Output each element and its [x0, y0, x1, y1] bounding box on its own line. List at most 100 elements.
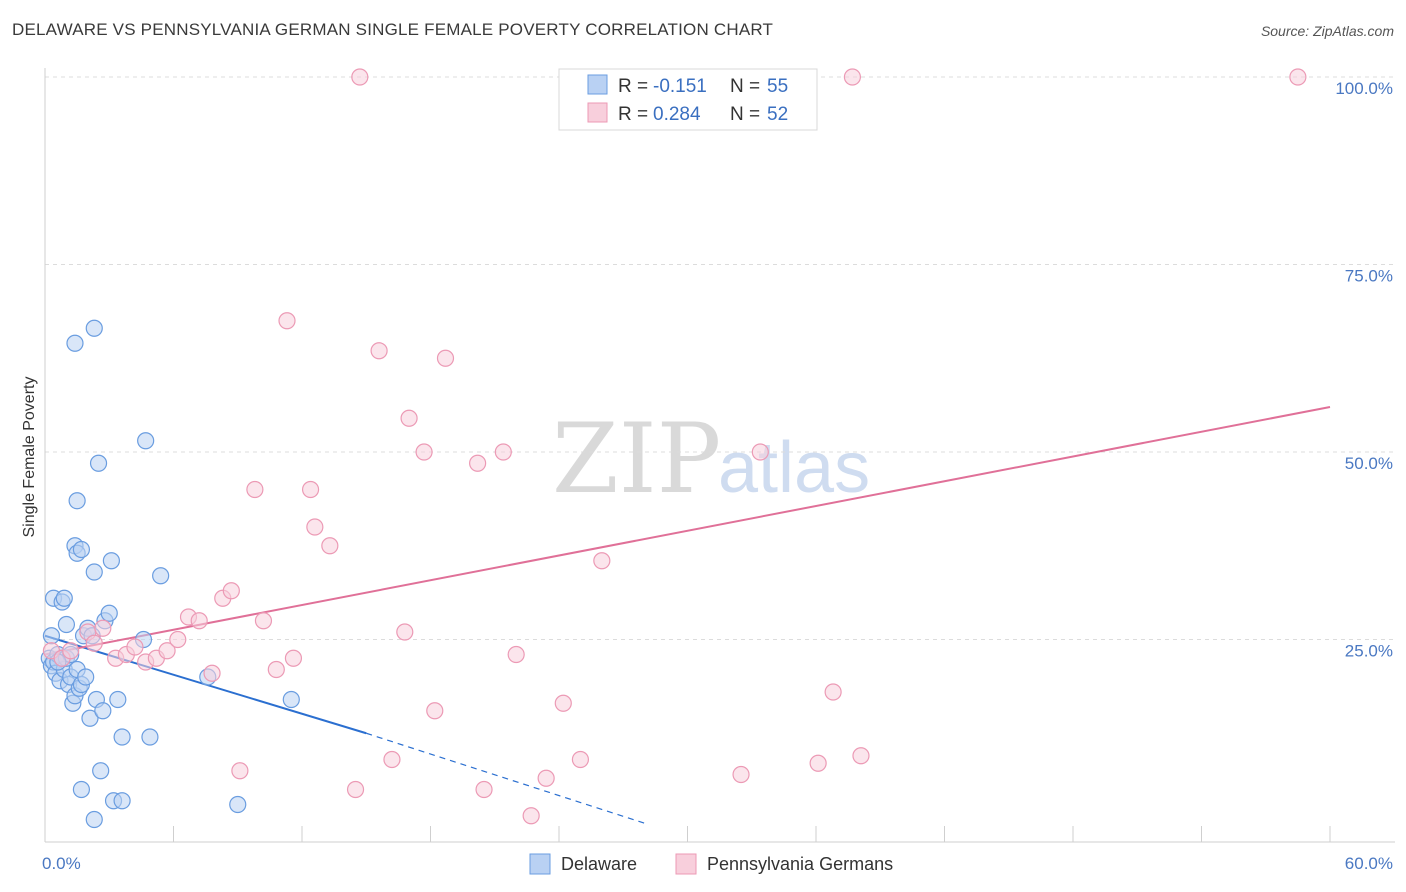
pa-german-point	[415, 443, 433, 461]
legend-r-label: R =	[618, 76, 648, 97]
legend-r-value: -0.151	[653, 76, 707, 97]
delaware-point	[282, 690, 300, 709]
delaware-point	[85, 810, 103, 829]
legend-n-value: 52	[767, 104, 788, 125]
delaware-trend-extension	[366, 732, 645, 824]
legend-swatch	[587, 102, 608, 123]
y-tick-label: 25.0%	[1345, 642, 1393, 661]
pa-german-point	[85, 634, 103, 652]
pa-german-point	[554, 694, 572, 712]
pa-german-point	[1289, 68, 1307, 86]
source-label: Source: ZipAtlas.com	[1260, 23, 1394, 39]
pa-german-point	[301, 480, 320, 499]
bottom-legend-label: Pennsylvania Germans	[707, 854, 893, 874]
pa-german-point	[158, 642, 176, 660]
pa-german-point	[436, 349, 455, 367]
delaware-point	[42, 627, 61, 645]
top-legend: R = -0.151 N = 55 R = 0.284 N = 52	[558, 68, 818, 131]
legend-n-label: N =	[730, 76, 760, 97]
x-tick-label: 0.0%	[42, 854, 81, 873]
legend-n-label: N =	[730, 104, 760, 125]
pa-german-point	[751, 443, 769, 461]
pa-german-point	[732, 765, 750, 784]
pa-german-point	[62, 642, 80, 660]
pa-german-point	[396, 623, 414, 641]
pa-german-point	[426, 702, 444, 720]
pa-german-point	[852, 747, 870, 765]
y-axis-label: Single Female Poverty	[21, 377, 38, 538]
x-tick-label: 60.0%	[1345, 854, 1393, 873]
delaware-point	[68, 492, 86, 510]
delaware-point	[152, 567, 170, 585]
delaware-point	[137, 432, 155, 450]
pa-german-point	[222, 582, 240, 600]
pa-german-point	[507, 645, 525, 664]
bottom-legend-swatch	[529, 853, 551, 875]
pa-german-point	[254, 612, 273, 630]
delaware-point	[109, 690, 127, 709]
pa-german-point	[203, 664, 221, 682]
pa-german-point	[475, 780, 493, 799]
delaware-point	[92, 762, 110, 780]
pa-german-point	[383, 750, 401, 769]
pa-german-point	[522, 807, 540, 825]
delaware-point	[72, 780, 91, 799]
pa-german-point	[537, 769, 555, 787]
pa-german-point	[284, 649, 303, 667]
pa-german-point	[351, 68, 369, 86]
bottom-legend-label: Delaware	[561, 854, 637, 874]
delaware-point	[81, 709, 99, 727]
pa-german-point	[843, 68, 862, 86]
pa-german-point	[306, 518, 324, 536]
pa-german-point	[267, 660, 285, 679]
delaware-point	[66, 334, 84, 352]
delaware-point	[113, 728, 131, 746]
delaware-point	[57, 615, 76, 634]
legend-r-value: 0.284	[653, 104, 701, 125]
delaware-point	[100, 604, 118, 622]
watermark-atlas: atlas	[718, 428, 870, 508]
pa-german-point	[824, 683, 842, 701]
pa-german-point	[400, 409, 418, 427]
watermark-zip: ZIP	[552, 403, 721, 515]
pa-german-point	[278, 312, 296, 330]
pa-german-point	[126, 638, 144, 656]
delaware-point	[89, 454, 108, 472]
y-tick-label: 75.0%	[1345, 267, 1393, 286]
delaware-point	[55, 589, 73, 607]
pa-german-trend-line	[44, 406, 1331, 656]
delaware-point	[102, 552, 120, 570]
pa-german-point	[94, 619, 112, 637]
delaware-point	[77, 668, 95, 686]
delaware-point	[85, 563, 103, 581]
legend-n-value: 55	[767, 76, 788, 97]
pa-german-point	[370, 342, 388, 360]
bottom-legend-swatch	[675, 853, 697, 875]
pa-german-point	[169, 630, 187, 649]
pa-german-point	[321, 537, 339, 555]
grid	[45, 76, 1395, 640]
legend-swatch	[587, 74, 608, 95]
pa-german-point	[571, 750, 590, 769]
y-tick-label: 100.0%	[1335, 79, 1393, 98]
delaware-point	[94, 702, 112, 720]
chart-title: DELAWARE VS PENNSYLVANIA GERMAN SINGLE F…	[12, 20, 774, 39]
pa-german-point	[190, 612, 208, 630]
axes: 25.0% 50.0% 75.0% 100.0% 0.0% 60.0%	[42, 68, 1395, 873]
watermark: ZIP atlas	[552, 403, 870, 515]
pa-german-point	[246, 480, 264, 499]
delaware-point	[72, 540, 91, 559]
data-points	[40, 68, 1307, 829]
pa-german-point	[346, 780, 365, 799]
delaware-point	[85, 319, 103, 337]
delaware-point	[141, 728, 159, 746]
pa-german-point	[231, 762, 249, 780]
delaware-point	[229, 795, 247, 814]
y-tick-label: 50.0%	[1345, 454, 1393, 473]
legend-r-label: R =	[618, 104, 648, 125]
bottom-legend: Delaware Pennsylvania Germans	[529, 853, 893, 875]
delaware-point	[113, 792, 131, 810]
pa-german-point	[494, 443, 512, 461]
pa-german-point	[593, 552, 611, 570]
